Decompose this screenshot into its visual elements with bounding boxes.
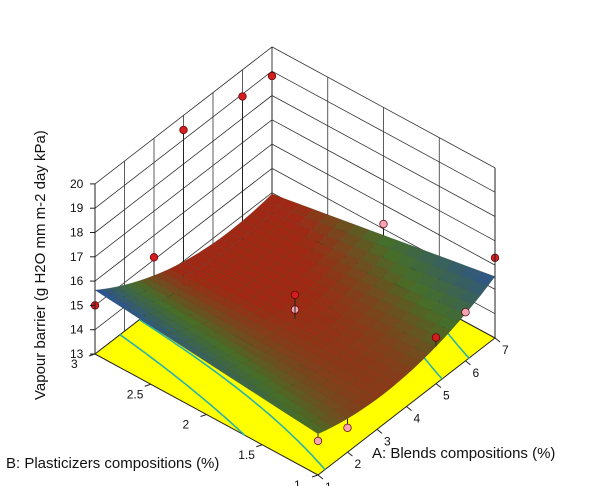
x-tick-label: 6 <box>473 366 480 380</box>
y-axis-label: B: Plasticizers compositions (%) <box>6 455 219 472</box>
z-tick-label: 20 <box>70 177 84 191</box>
z-tick-label: 16 <box>70 274 84 288</box>
design-point <box>290 290 300 300</box>
y-tick-label: 2.5 <box>127 387 144 401</box>
y-tick-label: 2 <box>183 418 190 432</box>
x-tick-mark <box>465 360 471 366</box>
z-tick-label: 17 <box>70 250 84 264</box>
y-tick-label: 1.5 <box>238 448 255 462</box>
x-tick-label: 7 <box>502 343 509 357</box>
x-tick-label: 4 <box>414 412 421 426</box>
design-point <box>313 436 323 446</box>
y-tick-label: 1 <box>294 478 301 486</box>
x-tick-mark <box>406 406 412 411</box>
grid-line <box>271 143 496 266</box>
x-tick-mark <box>376 428 383 434</box>
grid-line <box>271 70 496 193</box>
x-tick-label: 3 <box>384 434 391 448</box>
y-tick-mark <box>144 383 151 387</box>
response-surface <box>94 193 496 435</box>
surface-patch <box>303 421 326 435</box>
design-point <box>267 71 277 81</box>
y-tick-mark <box>256 444 263 448</box>
grid-line <box>271 46 496 169</box>
z-tick-label: 13 <box>70 347 84 361</box>
design-point <box>461 308 470 317</box>
x-tick-mark <box>347 451 353 457</box>
design-point <box>179 125 188 135</box>
x-tick-label: 1 <box>325 480 332 486</box>
z-tick-label: 18 <box>70 226 84 240</box>
y-tick-label: 3 <box>71 357 78 371</box>
design-point <box>149 253 159 262</box>
grid-line <box>94 46 273 185</box>
y-tick-mark <box>200 414 207 417</box>
x-tick-label: 2 <box>355 457 362 471</box>
x-axis-label: A: Blends compositions (%) <box>372 445 555 462</box>
x-tick-mark <box>435 383 442 389</box>
z-tick-label: 19 <box>70 201 84 215</box>
z-axis-label: Vapour barrier (g H2O mm m-2 day kPa) <box>32 130 49 400</box>
design-point <box>238 92 247 101</box>
x-tick-label: 5 <box>443 389 450 403</box>
y-tick-mark <box>311 474 319 478</box>
x-tick-mark <box>317 474 324 480</box>
x-tick-mark <box>494 337 501 343</box>
design-point <box>343 423 352 433</box>
grid-line <box>271 95 496 217</box>
design-points <box>90 71 500 446</box>
front-edges <box>88 167 501 480</box>
z-tick-label: 14 <box>70 323 84 337</box>
grid-line <box>271 119 496 242</box>
z-tick-label: 15 <box>70 298 84 312</box>
design-point <box>379 219 388 229</box>
design-point <box>431 333 441 342</box>
